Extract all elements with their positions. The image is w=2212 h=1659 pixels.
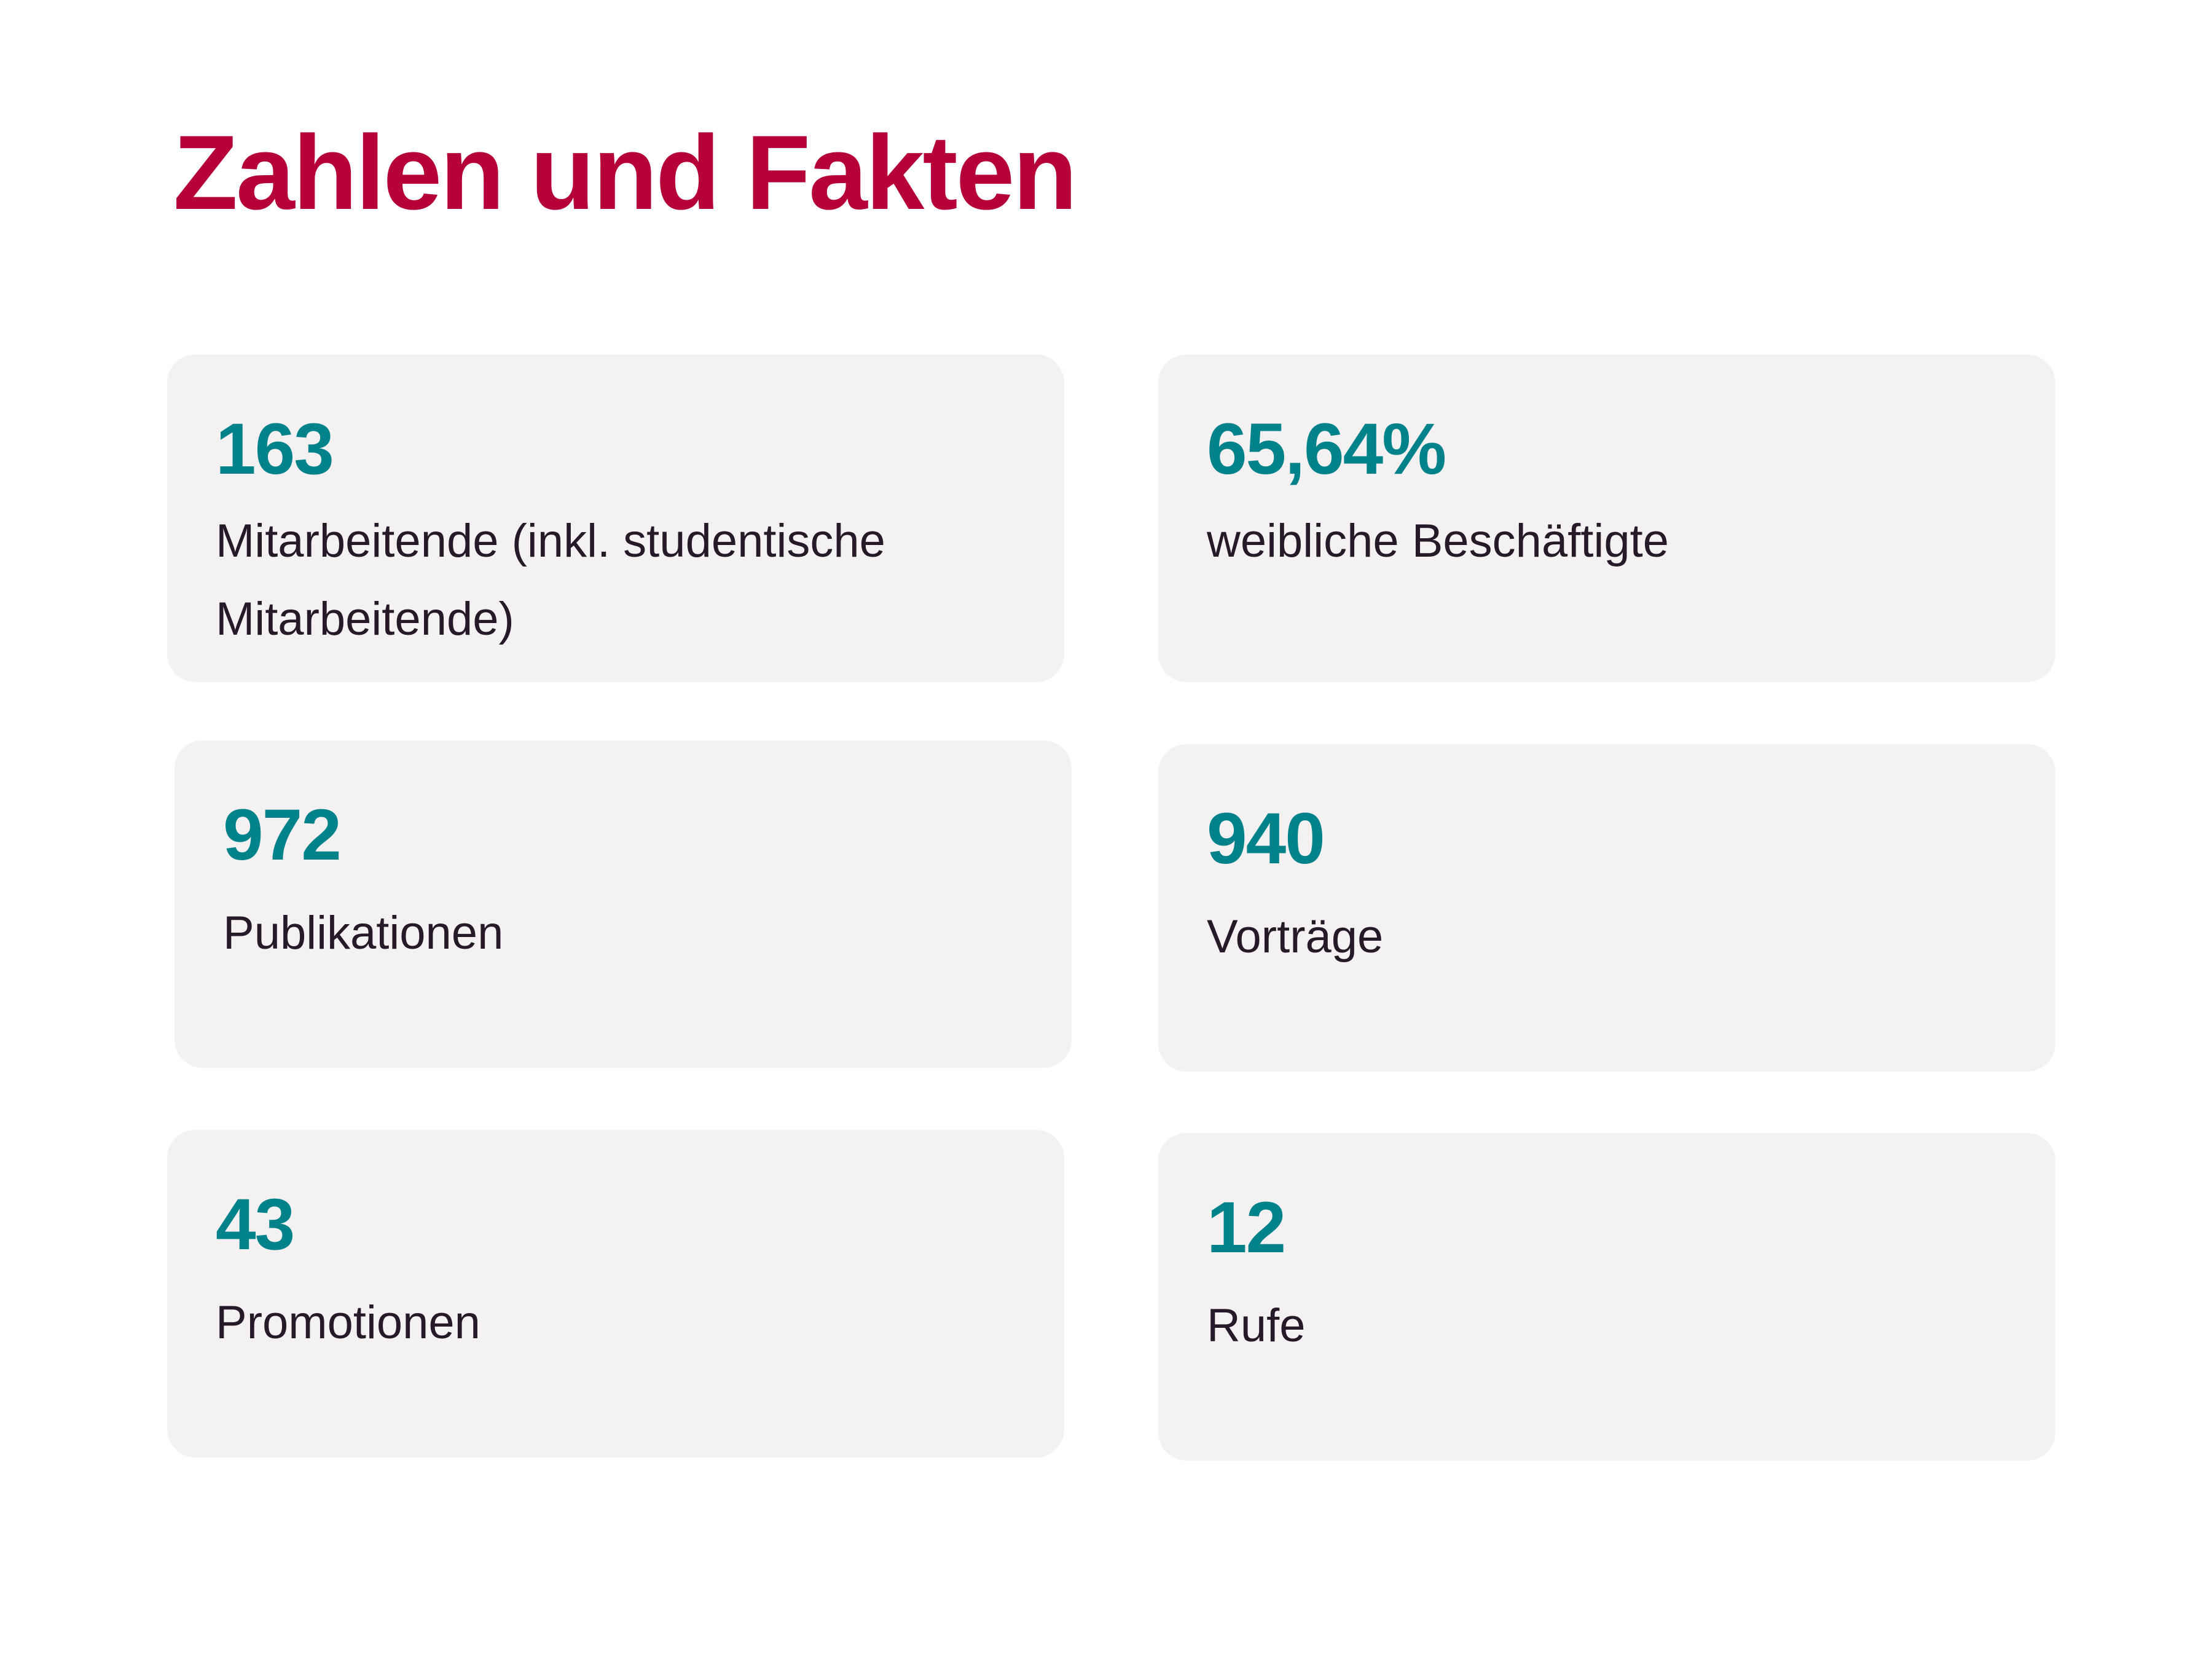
fact-label: weibliche Beschäftigte	[1207, 515, 1669, 567]
fact-card-appointments: 12 Rufe	[1158, 1133, 2055, 1461]
fact-label: Vorträge	[1207, 911, 1384, 963]
fact-value: 940	[1207, 798, 1325, 879]
page-title: Zahlen und Fakten	[173, 114, 1077, 232]
fact-label: Rufe	[1207, 1300, 1306, 1352]
fact-label: Publikationen	[223, 907, 504, 959]
fact-value: 12	[1207, 1187, 1286, 1268]
fact-value: 972	[223, 794, 342, 876]
fact-value: 43	[216, 1184, 295, 1265]
fact-value: 163	[216, 409, 334, 490]
fact-card-talks: 940 Vorträge	[1158, 744, 2055, 1072]
fact-card-female-employees: 65,64% weibliche Beschäftigte	[1158, 355, 2055, 682]
fact-value: 65,64%	[1207, 409, 1446, 490]
fact-card-doctorates: 43 Promotionen	[167, 1130, 1064, 1457]
fact-card-staff: 163 Mitarbeitende (inkl. studentische Mi…	[167, 355, 1064, 682]
fact-label: Promotionen	[216, 1296, 480, 1349]
fact-label: Mitarbeitende (inkl. studentische Mitarb…	[216, 515, 885, 645]
fact-card-publications: 972 Publikationen	[175, 740, 1072, 1068]
